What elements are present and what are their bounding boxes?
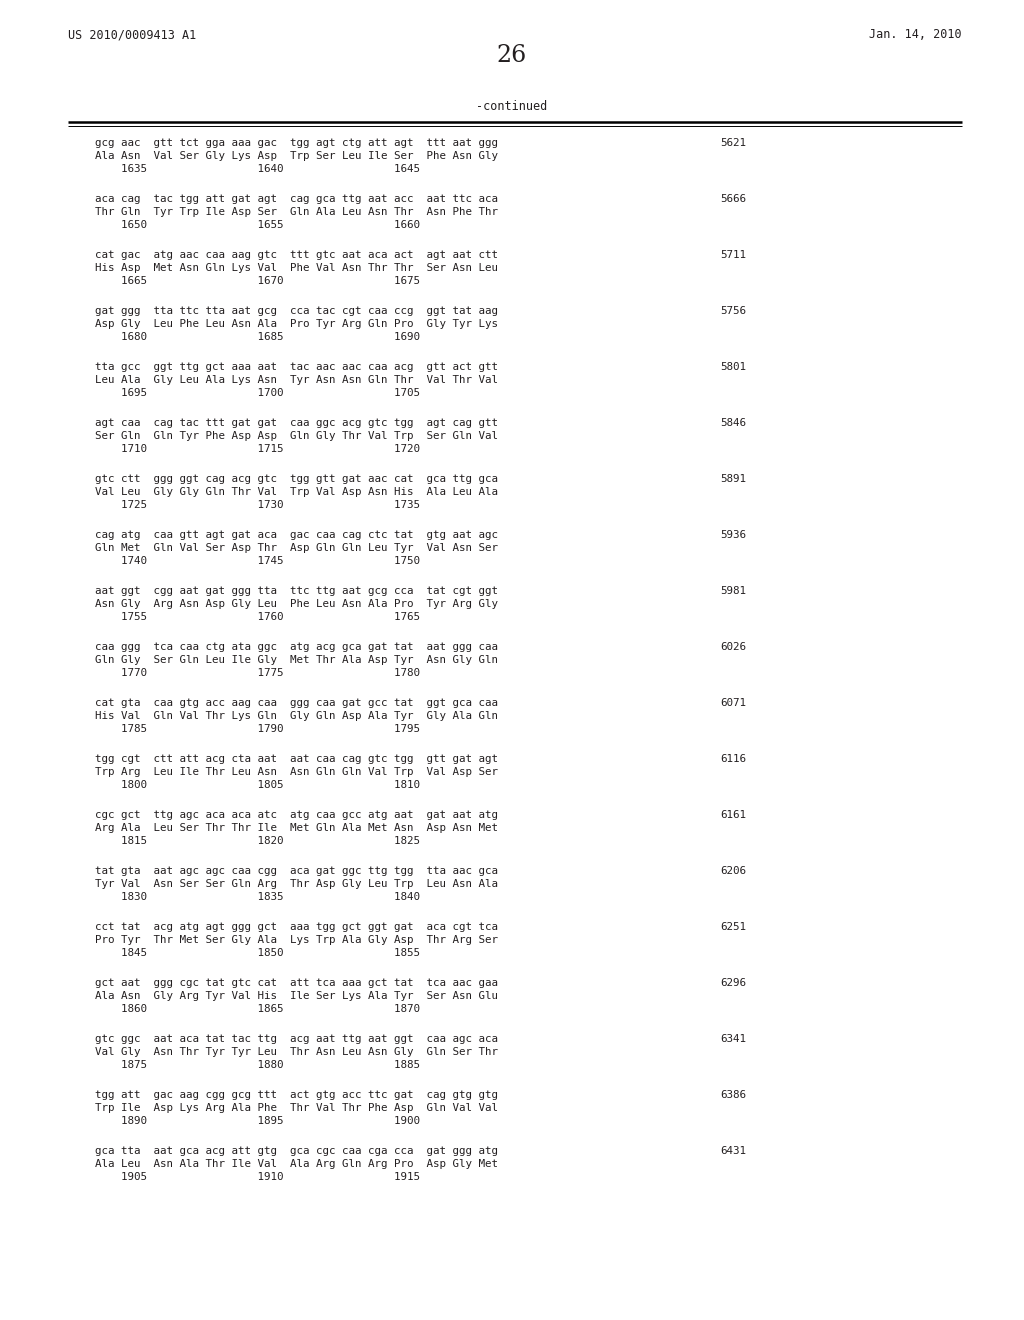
Text: tat gta  aat agc agc caa cgg  aca gat ggc ttg tgg  tta aac gca: tat gta aat agc agc caa cgg aca gat ggc … <box>95 866 498 876</box>
Text: 1905                 1910                 1915: 1905 1910 1915 <box>95 1172 420 1181</box>
Text: cag atg  caa gtt agt gat aca  gac caa cag ctc tat  gtg aat agc: cag atg caa gtt agt gat aca gac caa cag … <box>95 531 498 540</box>
Text: gtc ggc  aat aca tat tac ttg  acg aat ttg aat ggt  caa agc aca: gtc ggc aat aca tat tac ttg acg aat ttg … <box>95 1034 498 1044</box>
Text: Val Leu  Gly Gly Gln Thr Val  Trp Val Asp Asn His  Ala Leu Ala: Val Leu Gly Gly Gln Thr Val Trp Val Asp … <box>95 487 498 498</box>
Text: Val Gly  Asn Thr Tyr Tyr Leu  Thr Asn Leu Asn Gly  Gln Ser Thr: Val Gly Asn Thr Tyr Tyr Leu Thr Asn Leu … <box>95 1047 498 1057</box>
Text: 1710                 1715                 1720: 1710 1715 1720 <box>95 444 420 454</box>
Text: Asp Gly  Leu Phe Leu Asn Ala  Pro Tyr Arg Gln Pro  Gly Tyr Lys: Asp Gly Leu Phe Leu Asn Ala Pro Tyr Arg … <box>95 319 498 329</box>
Text: Thr Gln  Tyr Trp Ile Asp Ser  Gln Ala Leu Asn Thr  Asn Phe Thr: Thr Gln Tyr Trp Ile Asp Ser Gln Ala Leu … <box>95 207 498 216</box>
Text: 1785                 1790                 1795: 1785 1790 1795 <box>95 723 420 734</box>
Text: tta gcc  ggt ttg gct aaa aat  tac aac aac caa acg  gtt act gtt: tta gcc ggt ttg gct aaa aat tac aac aac … <box>95 362 498 372</box>
Text: -continued: -continued <box>476 100 548 114</box>
Text: gtc ctt  ggg ggt cag acg gtc  tgg gtt gat aac cat  gca ttg gca: gtc ctt ggg ggt cag acg gtc tgg gtt gat … <box>95 474 498 484</box>
Text: 5981: 5981 <box>720 586 746 597</box>
Text: 6161: 6161 <box>720 810 746 820</box>
Text: 1695                 1700                 1705: 1695 1700 1705 <box>95 388 420 399</box>
Text: 1815                 1820                 1825: 1815 1820 1825 <box>95 836 420 846</box>
Text: Tyr Val  Asn Ser Ser Gln Arg  Thr Asp Gly Leu Trp  Leu Asn Ala: Tyr Val Asn Ser Ser Gln Arg Thr Asp Gly … <box>95 879 498 888</box>
Text: 5801: 5801 <box>720 362 746 372</box>
Text: 6116: 6116 <box>720 754 746 764</box>
Text: His Val  Gln Val Thr Lys Gln  Gly Gln Asp Ala Tyr  Gly Ala Gln: His Val Gln Val Thr Lys Gln Gly Gln Asp … <box>95 711 498 721</box>
Text: Leu Ala  Gly Leu Ala Lys Asn  Tyr Asn Asn Gln Thr  Val Thr Val: Leu Ala Gly Leu Ala Lys Asn Tyr Asn Asn … <box>95 375 498 385</box>
Text: cat gac  atg aac caa aag gtc  ttt gtc aat aca act  agt aat ctt: cat gac atg aac caa aag gtc ttt gtc aat … <box>95 249 498 260</box>
Text: 1770                 1775                 1780: 1770 1775 1780 <box>95 668 420 678</box>
Text: 5891: 5891 <box>720 474 746 484</box>
Text: 1890                 1895                 1900: 1890 1895 1900 <box>95 1115 420 1126</box>
Text: Gln Met  Gln Val Ser Asp Thr  Asp Gln Gln Leu Tyr  Val Asn Ser: Gln Met Gln Val Ser Asp Thr Asp Gln Gln … <box>95 543 498 553</box>
Text: 5846: 5846 <box>720 418 746 428</box>
Text: 1860                 1865                 1870: 1860 1865 1870 <box>95 1005 420 1014</box>
Text: Trp Ile  Asp Lys Arg Ala Phe  Thr Val Thr Phe Asp  Gln Val Val: Trp Ile Asp Lys Arg Ala Phe Thr Val Thr … <box>95 1104 498 1113</box>
Text: gat ggg  tta ttc tta aat gcg  cca tac cgt caa ccg  ggt tat aag: gat ggg tta ttc tta aat gcg cca tac cgt … <box>95 306 498 315</box>
Text: aca cag  tac tgg att gat agt  cag gca ttg aat acc  aat ttc aca: aca cag tac tgg att gat agt cag gca ttg … <box>95 194 498 205</box>
Text: 1800                 1805                 1810: 1800 1805 1810 <box>95 780 420 789</box>
Text: 6296: 6296 <box>720 978 746 987</box>
Text: gct aat  ggg cgc tat gtc cat  att tca aaa gct tat  tca aac gaa: gct aat ggg cgc tat gtc cat att tca aaa … <box>95 978 498 987</box>
Text: 6251: 6251 <box>720 921 746 932</box>
Text: Gln Gly  Ser Gln Leu Ile Gly  Met Thr Ala Asp Tyr  Asn Gly Gln: Gln Gly Ser Gln Leu Ile Gly Met Thr Ala … <box>95 655 498 665</box>
Text: 1650                 1655                 1660: 1650 1655 1660 <box>95 220 420 230</box>
Text: gcg aac  gtt tct gga aaa gac  tgg agt ctg att agt  ttt aat ggg: gcg aac gtt tct gga aaa gac tgg agt ctg … <box>95 139 498 148</box>
Text: 1755                 1760                 1765: 1755 1760 1765 <box>95 612 420 622</box>
Text: Ala Asn  Val Ser Gly Lys Asp  Trp Ser Leu Ile Ser  Phe Asn Gly: Ala Asn Val Ser Gly Lys Asp Trp Ser Leu … <box>95 150 498 161</box>
Text: Arg Ala  Leu Ser Thr Thr Ile  Met Gln Ala Met Asn  Asp Asn Met: Arg Ala Leu Ser Thr Thr Ile Met Gln Ala … <box>95 822 498 833</box>
Text: 5621: 5621 <box>720 139 746 148</box>
Text: cct tat  acg atg agt ggg gct  aaa tgg gct ggt gat  aca cgt tca: cct tat acg atg agt ggg gct aaa tgg gct … <box>95 921 498 932</box>
Text: 1830                 1835                 1840: 1830 1835 1840 <box>95 892 420 902</box>
Text: His Asp  Met Asn Gln Lys Val  Phe Val Asn Thr Thr  Ser Asn Leu: His Asp Met Asn Gln Lys Val Phe Val Asn … <box>95 263 498 273</box>
Text: 6386: 6386 <box>720 1090 746 1100</box>
Text: caa ggg  tca caa ctg ata ggc  atg acg gca gat tat  aat ggg caa: caa ggg tca caa ctg ata ggc atg acg gca … <box>95 642 498 652</box>
Text: Trp Arg  Leu Ile Thr Leu Asn  Asn Gln Gln Val Trp  Val Asp Ser: Trp Arg Leu Ile Thr Leu Asn Asn Gln Gln … <box>95 767 498 777</box>
Text: Ala Leu  Asn Ala Thr Ile Val  Ala Arg Gln Arg Pro  Asp Gly Met: Ala Leu Asn Ala Thr Ile Val Ala Arg Gln … <box>95 1159 498 1170</box>
Text: tgg cgt  ctt att acg cta aat  aat caa cag gtc tgg  gtt gat agt: tgg cgt ctt att acg cta aat aat caa cag … <box>95 754 498 764</box>
Text: 1740                 1745                 1750: 1740 1745 1750 <box>95 556 420 566</box>
Text: gca tta  aat gca acg att gtg  gca cgc caa cga cca  gat ggg atg: gca tta aat gca acg att gtg gca cgc caa … <box>95 1146 498 1156</box>
Text: Ser Gln  Gln Tyr Phe Asp Asp  Gln Gly Thr Val Trp  Ser Gln Val: Ser Gln Gln Tyr Phe Asp Asp Gln Gly Thr … <box>95 432 498 441</box>
Text: tgg att  gac aag cgg gcg ttt  act gtg acc ttc gat  cag gtg gtg: tgg att gac aag cgg gcg ttt act gtg acc … <box>95 1090 498 1100</box>
Text: Pro Tyr  Thr Met Ser Gly Ala  Lys Trp Ala Gly Asp  Thr Arg Ser: Pro Tyr Thr Met Ser Gly Ala Lys Trp Ala … <box>95 935 498 945</box>
Text: 5756: 5756 <box>720 306 746 315</box>
Text: 6026: 6026 <box>720 642 746 652</box>
Text: 5936: 5936 <box>720 531 746 540</box>
Text: aat ggt  cgg aat gat ggg tta  ttc ttg aat gcg cca  tat cgt ggt: aat ggt cgg aat gat ggg tta ttc ttg aat … <box>95 586 498 597</box>
Text: agt caa  cag tac ttt gat gat  caa ggc acg gtc tgg  agt cag gtt: agt caa cag tac ttt gat gat caa ggc acg … <box>95 418 498 428</box>
Text: 6431: 6431 <box>720 1146 746 1156</box>
Text: 1680                 1685                 1690: 1680 1685 1690 <box>95 333 420 342</box>
Text: 1635                 1640                 1645: 1635 1640 1645 <box>95 164 420 174</box>
Text: 1665                 1670                 1675: 1665 1670 1675 <box>95 276 420 286</box>
Text: Jan. 14, 2010: Jan. 14, 2010 <box>869 28 962 41</box>
Text: 26: 26 <box>497 44 527 67</box>
Text: 6341: 6341 <box>720 1034 746 1044</box>
Text: 5711: 5711 <box>720 249 746 260</box>
Text: 1845                 1850                 1855: 1845 1850 1855 <box>95 948 420 958</box>
Text: Ala Asn  Gly Arg Tyr Val His  Ile Ser Lys Ala Tyr  Ser Asn Glu: Ala Asn Gly Arg Tyr Val His Ile Ser Lys … <box>95 991 498 1001</box>
Text: cgc gct  ttg agc aca aca atc  atg caa gcc atg aat  gat aat atg: cgc gct ttg agc aca aca atc atg caa gcc … <box>95 810 498 820</box>
Text: 6206: 6206 <box>720 866 746 876</box>
Text: US 2010/0009413 A1: US 2010/0009413 A1 <box>68 28 197 41</box>
Text: 6071: 6071 <box>720 698 746 708</box>
Text: 1725                 1730                 1735: 1725 1730 1735 <box>95 500 420 510</box>
Text: cat gta  caa gtg acc aag caa  ggg caa gat gcc tat  ggt gca caa: cat gta caa gtg acc aag caa ggg caa gat … <box>95 698 498 708</box>
Text: 1875                 1880                 1885: 1875 1880 1885 <box>95 1060 420 1071</box>
Text: 5666: 5666 <box>720 194 746 205</box>
Text: Asn Gly  Arg Asn Asp Gly Leu  Phe Leu Asn Ala Pro  Tyr Arg Gly: Asn Gly Arg Asn Asp Gly Leu Phe Leu Asn … <box>95 599 498 609</box>
